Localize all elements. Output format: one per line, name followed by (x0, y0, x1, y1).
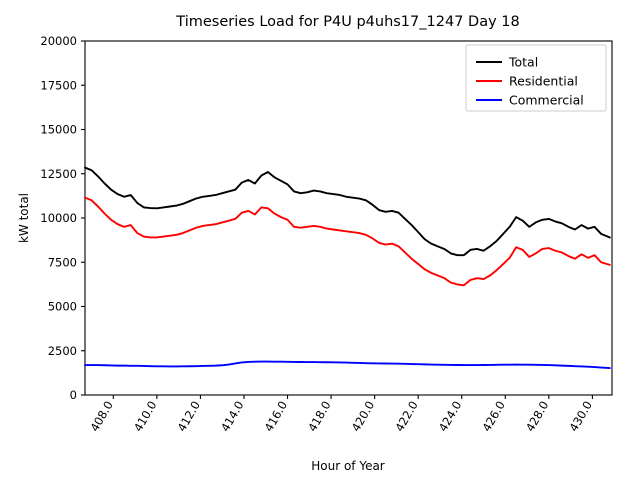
series-line-total (84, 166, 611, 257)
chart-title: Timeseries Load for P4U p4uhs17_1247 Day… (175, 14, 519, 30)
y-tick-label: 5000 (48, 300, 77, 314)
series-line-commercial (84, 360, 611, 370)
legend-label-commercial: Commercial (509, 93, 584, 108)
series-line-residential (84, 196, 611, 287)
data-series-group (84, 166, 611, 370)
chart-legend[interactable]: Total Residential Commercial (465, 44, 607, 112)
y-axis-title: kW total (17, 193, 31, 243)
y-tick-label: 12500 (40, 167, 77, 181)
y-axis-ticks: 0 2500 5000 7500 10000 12500 15000 17500 20000 (40, 34, 85, 402)
legend-label-total: Total (508, 55, 538, 70)
x-axis-title: Hour of Year (311, 459, 385, 473)
y-tick-label: 0 (70, 388, 77, 402)
y-tick-label: 10000 (40, 211, 77, 225)
y-tick-label: 17500 (40, 78, 77, 92)
y-tick-label: 7500 (48, 255, 77, 269)
legend-items: Total Residential Commercial (476, 55, 584, 108)
y-tick-label: 15000 (40, 123, 77, 137)
y-tick-label: 20000 (40, 34, 77, 48)
y-tick-label: 2500 (48, 344, 77, 358)
legend-label-residential: Residential (509, 74, 578, 89)
